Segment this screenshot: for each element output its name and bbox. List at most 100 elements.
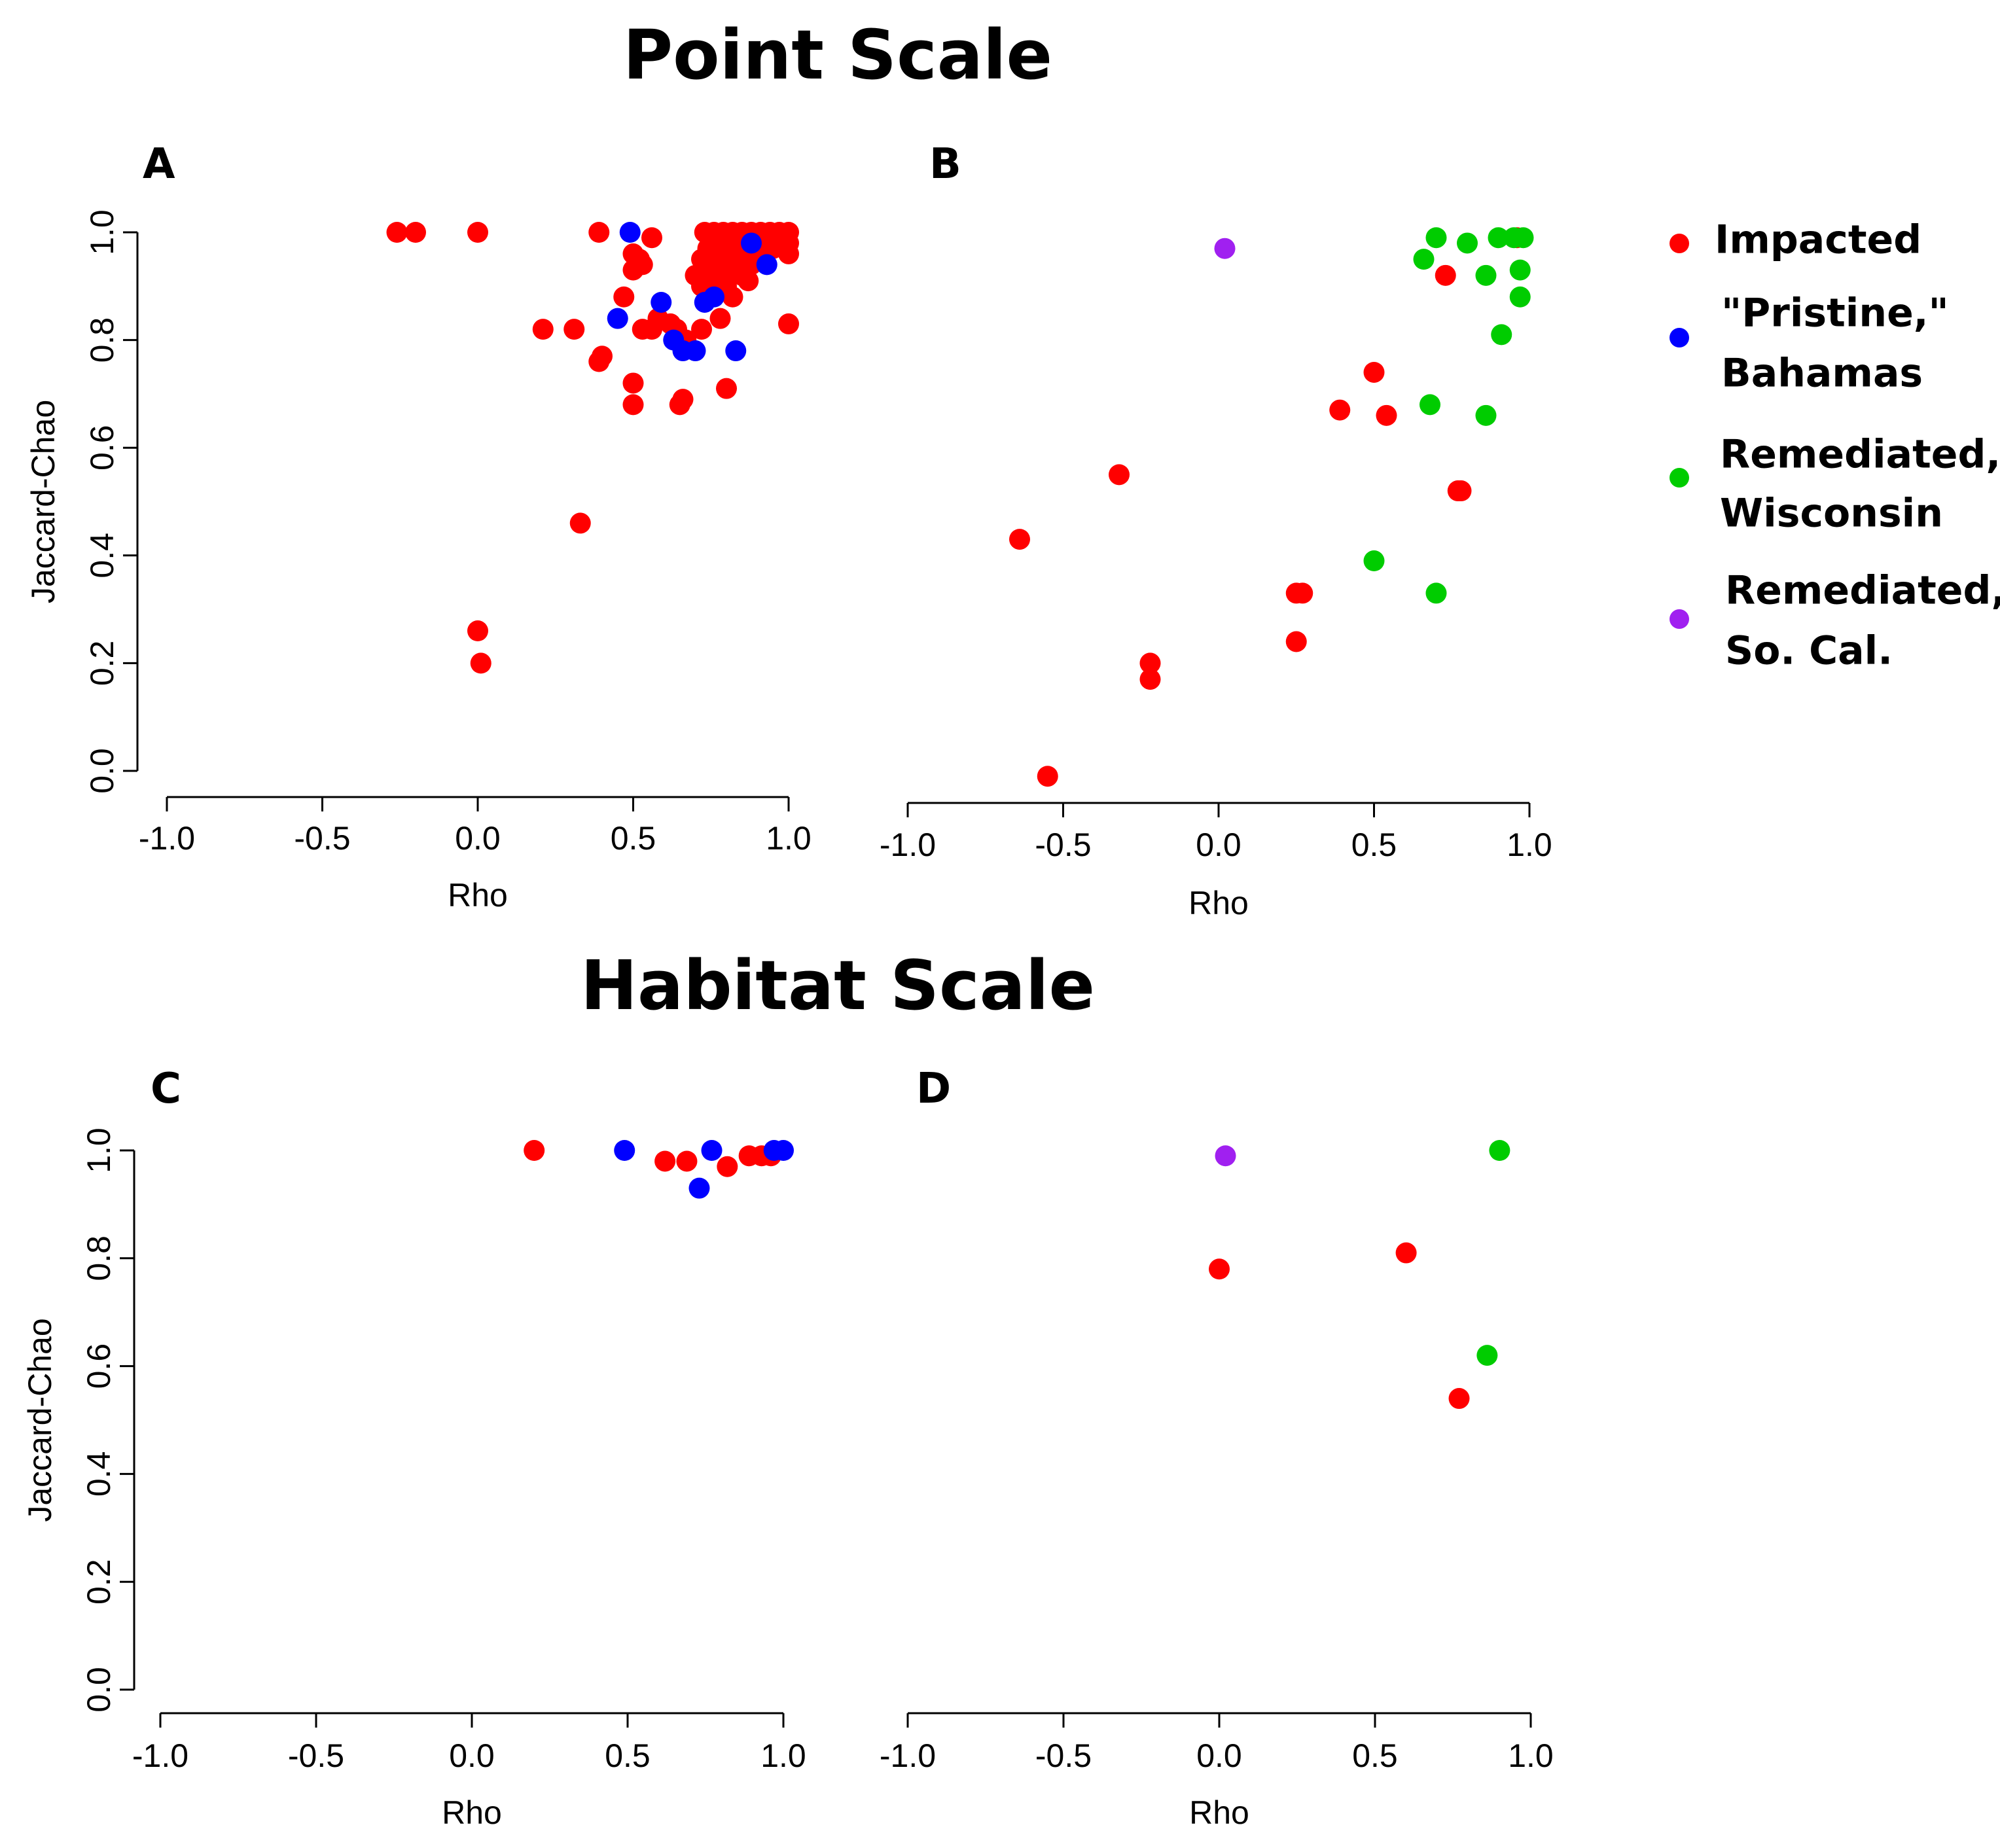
x-tick-label: -0.5	[294, 820, 350, 857]
point-impacted	[569, 512, 591, 534]
y-tick-label: 0.2	[80, 1559, 117, 1605]
x-tick-label: 1.0	[1507, 826, 1552, 863]
point-pristine	[773, 1140, 794, 1161]
point-wisconsin	[1512, 227, 1534, 249]
point-pristine	[701, 1140, 723, 1161]
point-impacted	[1376, 404, 1397, 426]
point-pristine	[685, 340, 706, 362]
x-tick-label: 0.0	[1196, 1737, 1242, 1774]
point-impacted	[641, 227, 662, 249]
y-tick-label: 0.6	[84, 425, 120, 471]
point-impacted	[386, 222, 408, 243]
y-tick-label: 1.0	[80, 1128, 117, 1173]
legend-marker	[1670, 609, 1689, 629]
legend-marker	[1670, 234, 1689, 253]
point-wisconsin	[1475, 404, 1497, 426]
point-pristine	[688, 1177, 710, 1199]
panel-letter: B	[929, 140, 961, 188]
x-tick-label: -1.0	[880, 826, 936, 863]
point-wisconsin	[1425, 227, 1447, 249]
point-impacted	[728, 249, 749, 270]
panel-d: D -1.0 -0.5 0.0 0.5 1.0 Rho	[880, 1065, 1554, 1831]
point-pristine	[725, 340, 747, 362]
point-impacted	[1109, 464, 1130, 486]
x-tick-label: -0.5	[288, 1737, 344, 1774]
y-tick-label: 0.0	[80, 1667, 117, 1713]
panel-letter: A	[143, 140, 175, 188]
point-impacted	[563, 319, 585, 340]
x-tick-label: 0.5	[1351, 826, 1397, 863]
x-tick-label: -1.0	[132, 1737, 188, 1774]
x-axis-title: Rho	[1188, 885, 1249, 921]
series-impacted	[1209, 1242, 1470, 1410]
point-impacted	[613, 286, 635, 308]
point-impacted	[717, 1156, 738, 1177]
point-impacted	[1329, 399, 1351, 421]
legend-item-socal: Remediated, So. Cal.	[1670, 568, 2000, 674]
x-tick-label: 0.5	[611, 820, 656, 857]
point-pristine	[704, 286, 724, 308]
panel-b: B -1.0 -0.5 0.0 0.5 1.0 Rho	[880, 140, 1552, 921]
point-wisconsin	[1491, 324, 1512, 346]
point-wisconsin	[1475, 264, 1497, 286]
point-impacted	[524, 1140, 545, 1161]
point-impacted	[405, 222, 426, 243]
point-impacted	[778, 313, 799, 334]
legend-label: Remediated,	[1725, 568, 2000, 614]
series-socal	[1215, 1145, 1236, 1167]
point-impacted	[1395, 1242, 1417, 1264]
point-wisconsin	[1425, 582, 1447, 604]
point-pristine	[741, 232, 762, 254]
point-impacted	[1435, 264, 1456, 286]
legend-item-wisconsin: Remediated, Wisconsin	[1670, 432, 2000, 537]
point-impacted	[1139, 669, 1161, 690]
x-tick-label: -1.0	[139, 820, 195, 857]
point-socal	[1214, 238, 1236, 259]
x-tick-label: 1.0	[1508, 1737, 1554, 1774]
point-impacted	[738, 270, 759, 292]
legend-label: "Pristine,"	[1721, 291, 1949, 336]
x-tick-label: 1.0	[760, 1737, 806, 1774]
point-impacted	[691, 249, 712, 270]
point-impacted	[467, 620, 488, 642]
x-axis-title: Rho	[442, 1794, 502, 1831]
legend-marker	[1670, 468, 1689, 488]
legend-label: Wisconsin	[1720, 491, 1943, 537]
x-tick-label: 1.0	[766, 820, 812, 857]
legend: Impacted "Pristine," Bahamas Remediated, Wis…	[1670, 217, 2000, 674]
point-socal	[1215, 1145, 1236, 1167]
point-wisconsin	[1457, 232, 1478, 254]
point-pristine	[607, 308, 628, 329]
x-tick-label: 0.0	[455, 820, 501, 857]
y-tick-label: 0.8	[84, 317, 120, 363]
point-pristine	[756, 254, 777, 275]
panels: A -1.0 -0.5 0.0 0.5 1.0 Rho 0.0 0.2 0.4 0.6 0.8 1.0 J…	[22, 140, 1554, 1831]
point-impacted	[592, 346, 613, 367]
point-impacted	[676, 1150, 698, 1172]
point-impacted	[588, 222, 610, 243]
series-wisconsin	[1363, 227, 1534, 604]
y-tick-label: 0.8	[80, 1235, 117, 1281]
point-impacted	[622, 372, 644, 394]
series-wisconsin	[1476, 1140, 1510, 1366]
legend-item-pristine: "Pristine," Bahamas	[1670, 291, 1949, 397]
point-wisconsin	[1413, 249, 1435, 270]
point-impacted	[1037, 766, 1058, 787]
x-tick-label: -1.0	[880, 1737, 936, 1774]
panel-c: C -1.0 -0.5 0.0 0.5 1.0 Rho 0.0 0.2 0.4 0.6 0.8 1.0 J…	[22, 1065, 806, 1831]
point-impacted	[622, 394, 644, 416]
point-pristine	[651, 291, 672, 313]
habitat-scale-title: Habitat Scale	[580, 946, 1095, 1025]
y-tick-label: 0.4	[80, 1451, 117, 1497]
legend-label: Impacted	[1715, 217, 1921, 263]
legend-item-impacted: Impacted	[1670, 217, 1921, 263]
point-wisconsin	[1420, 394, 1440, 416]
x-tick-label: 0.5	[605, 1737, 651, 1774]
x-tick-label: 0.5	[1352, 1737, 1398, 1774]
series-socal	[1214, 238, 1236, 259]
point-wisconsin	[1476, 1345, 1498, 1366]
panel-letter: D	[916, 1065, 951, 1113]
x-tick-label: 0.0	[1196, 826, 1241, 863]
